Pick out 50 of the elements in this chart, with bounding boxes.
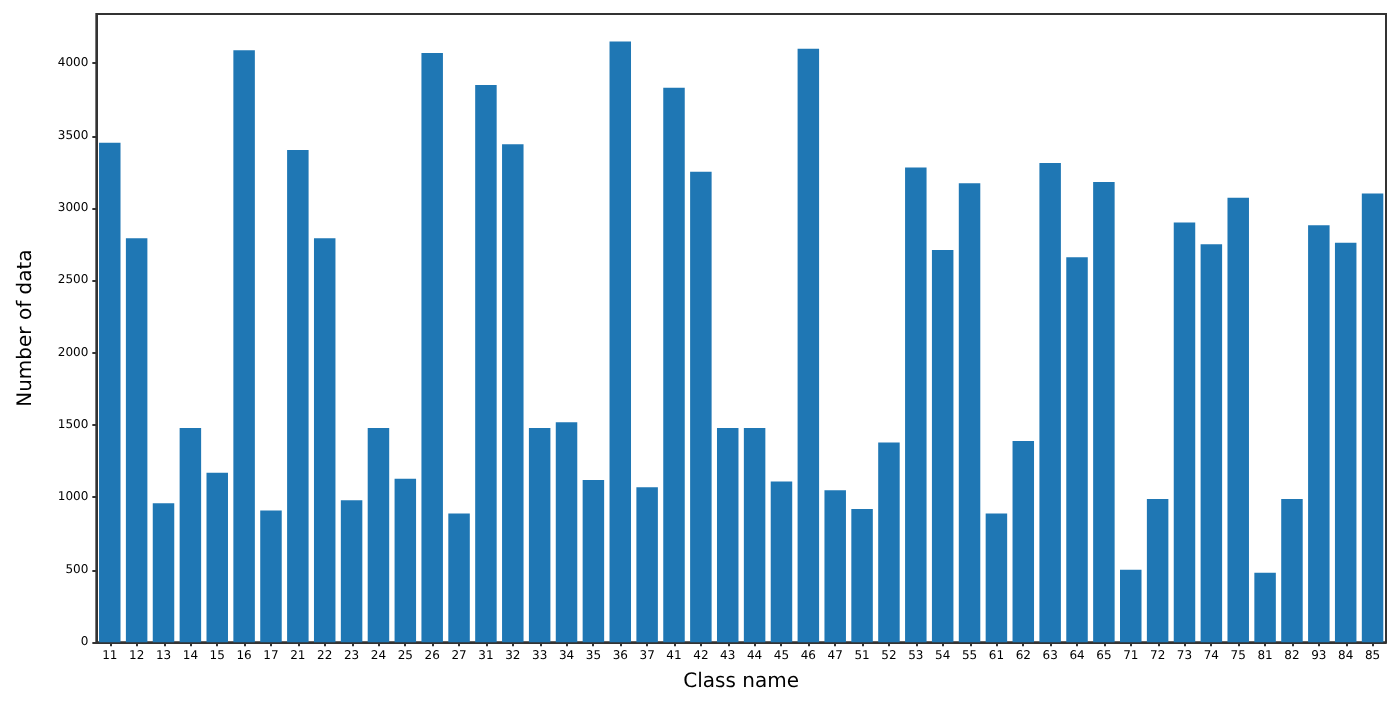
bar [1308,225,1330,643]
bar [260,510,282,643]
bar [1227,197,1249,643]
y-axis-title: Number of data [15,249,37,407]
bar [1361,193,1384,643]
bar [582,480,605,643]
bar [663,87,685,643]
bar [528,427,551,643]
bar [448,513,470,643]
bar [1254,572,1276,643]
bar [1281,498,1303,643]
bar [1200,244,1223,643]
bar [878,442,900,643]
bar [179,427,202,643]
bar [313,238,336,643]
bar [340,500,363,643]
bar [233,50,255,643]
bar [1173,222,1196,643]
bar [421,53,443,643]
bar [125,238,148,643]
bar [367,427,390,643]
bar [1146,498,1169,643]
bar [931,249,954,643]
bar [690,171,712,643]
bar [99,142,121,643]
bar [1334,242,1357,643]
bar [905,167,927,643]
bar [475,84,497,643]
bar [394,478,417,643]
bar [502,144,524,643]
bar [824,490,846,643]
bar [797,48,820,643]
bar [770,481,793,643]
bar [206,472,228,643]
bar [636,487,658,643]
bar [555,422,578,643]
bar [1066,257,1088,643]
bar [287,150,309,643]
bar [152,503,175,643]
bar [851,509,873,643]
bar [985,513,1008,643]
bar [609,41,632,643]
bar [958,183,981,643]
bar [1012,441,1035,643]
bar [1120,569,1142,643]
bar [1039,163,1061,643]
x-axis-title: Class name [683,671,800,693]
bar [1093,181,1115,643]
bar [716,427,739,643]
bar [743,427,766,643]
